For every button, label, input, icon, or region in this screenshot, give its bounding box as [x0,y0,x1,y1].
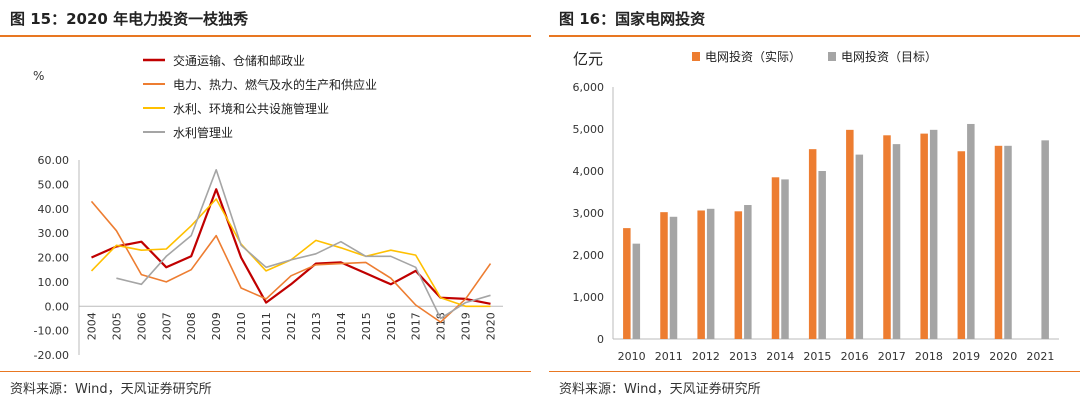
left-title-rule [0,35,531,37]
y-tick-label: 1,000 [573,291,605,304]
legend-swatch [828,52,836,61]
legend-label: 电网投资（实际） [705,49,801,64]
y-tick-label: 3,000 [573,207,605,220]
x-tick-label: 2017 [878,350,906,363]
bar [781,179,789,339]
bar [846,129,854,339]
y-tick-label: 4,000 [573,165,605,178]
bar [706,208,715,339]
bar [1041,140,1049,339]
bar [660,212,668,339]
x-tick-label: 2020 [485,312,498,340]
x-tick-label: 2015 [803,350,831,363]
bar [771,177,780,339]
x-tick-label: 2012 [285,312,298,340]
y-tick-label: 2,000 [573,249,605,262]
x-tick-label: 2005 [110,312,123,340]
y-tick-label: 40.00 [38,203,70,216]
x-tick-label: 2013 [729,350,757,363]
bar [1004,145,1012,339]
y-tick-label: -20.00 [34,349,69,362]
right-figure-panel: 图 16：国家电网投资 亿元 6,000 5,000 4,000 3,000 2,000 1… [549,0,1080,401]
legend-label: 水利、环境和公共设施管理业 [173,101,329,116]
y-tick-label: 5,000 [573,123,605,136]
bar [623,228,631,339]
right-figure-title: 图 16：国家电网投资 [559,10,706,28]
x-tick-label: 2009 [210,312,223,340]
left-source-note: 资料来源：Wind，天风证券研究所 [10,382,212,397]
x-tick-label: 2019 [460,312,473,340]
bar [883,135,891,339]
x-tick-label: 2006 [135,312,148,340]
series-line [91,188,491,305]
bar [697,210,705,339]
x-tick-label: 2012 [692,350,720,363]
bar [994,145,1003,339]
left-source-rule [0,371,531,372]
series-line [116,169,491,320]
bar-chart: 亿元 6,000 5,000 4,000 3,000 2,000 1,000 0 2010 201… [573,49,1059,363]
x-tick-label: 2016 [841,350,869,363]
y-tick-label: 60.00 [38,154,70,167]
x-tick-label: 2018 [915,350,943,363]
legend-label: 电网投资（目标） [841,49,937,64]
x-tick-label: 2011 [260,312,273,340]
bar [818,171,826,339]
y-axis-unit: 亿元 [573,50,603,68]
x-tick-label: 2008 [185,312,198,340]
bar [892,144,901,339]
y-tick-label: 20.00 [38,252,70,265]
x-tick-label: 2014 [766,350,794,363]
y-axis-unit: % [33,69,44,83]
left-figure-title: 图 15：2020 年电力投资一枝独秀 [10,10,249,28]
x-tick-label: 2021 [1026,350,1054,363]
series-line [90,200,492,323]
bar [744,205,752,339]
right-title-rule [549,35,1080,37]
bar [855,154,864,339]
y-tick-label: 30.00 [38,227,70,240]
bar [808,149,817,339]
y-tick-label: 0.00 [45,300,70,313]
bar [669,216,678,339]
x-tick-label: 2020 [989,350,1017,363]
x-tick-label: 2011 [655,350,683,363]
x-tick-label: 2016 [385,312,398,340]
right-source-rule [549,371,1080,372]
right-source-note: 资料来源：Wind，天风证券研究所 [559,382,761,397]
y-tick-label: -10.00 [34,325,69,338]
x-tick-label: 2017 [410,312,423,340]
x-tick-label: 2010 [618,350,646,363]
legend-swatch [692,52,700,61]
x-tick-label: 2004 [85,312,98,340]
left-figure-panel: 图 15：2020 年电力投资一枝独秀 % 60.00 50.00 40.00 30.0… [0,0,531,401]
y-tick-label: 0 [597,333,604,346]
bar [929,129,938,339]
bar [967,123,975,340]
x-tick-label: 2013 [310,312,323,340]
bar [632,243,641,339]
y-tick-label: 50.00 [38,178,70,191]
bar [957,151,966,339]
x-tick-label: 2019 [952,350,980,363]
line-chart: % 60.00 50.00 40.00 30.00 20.00 10.00 0.00 -10.0… [33,53,503,362]
legend-label: 水利管理业 [173,125,233,140]
legend-label: 电力、热力、燃气及水的生产和供应业 [173,77,377,92]
y-tick-label: 6,000 [573,81,605,94]
x-tick-label: 2007 [160,312,173,340]
bar [920,133,928,339]
x-tick-label: 2010 [235,312,248,340]
legend-label: 交通运输、仓储和邮政业 [173,53,305,68]
x-tick-label: 2015 [360,312,373,340]
x-tick-label: 2014 [335,312,348,340]
bar [734,211,743,339]
y-tick-label: 10.00 [38,276,70,289]
